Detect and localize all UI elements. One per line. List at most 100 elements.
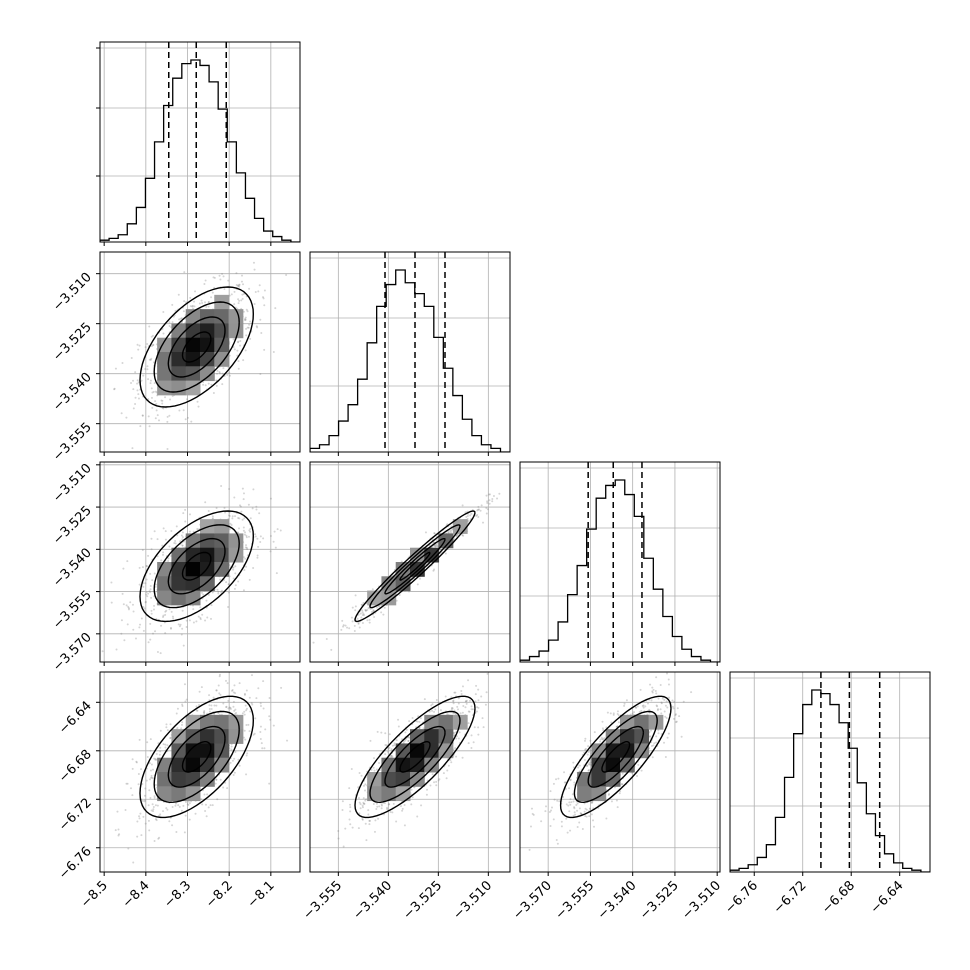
sample-point [143,800,146,803]
sample-point [141,414,144,417]
axes-frame-2-0 [99,461,301,663]
sample-point [141,549,144,552]
sample-point [204,810,207,813]
sample-point [439,709,442,712]
sample-point [227,699,230,702]
sample-point [210,617,213,620]
sample-point [378,605,381,608]
sample-point [240,510,243,513]
sample-point [207,382,210,385]
density-cell [410,757,425,773]
density-cell [214,547,230,563]
sample-point [469,699,472,702]
sample-point [219,278,222,281]
density-cell [381,786,397,802]
sample-point [240,299,243,302]
sample-point [460,690,463,693]
sample-point [488,493,491,496]
density-cell [395,562,411,577]
sample-point [204,619,207,622]
sample-point [548,810,551,813]
contour-line [153,710,240,804]
contour-line [167,725,226,788]
sample-point [411,717,414,720]
sample-point [141,783,144,786]
sample-point [371,588,374,591]
sample-point [140,834,143,837]
sample-point [138,583,141,586]
sample-point [245,546,248,549]
sample-point [222,275,225,278]
sample-point [220,485,223,488]
sample-point [206,616,209,619]
sample-point [388,803,391,806]
density-cell [214,309,230,324]
sample-point [378,761,381,764]
sample-point [364,799,367,802]
sample-point [166,420,169,423]
sample-point [243,710,246,713]
sample-point [242,526,245,529]
sample-point [657,729,660,732]
sample-point [137,381,140,384]
sample-point [260,331,263,334]
sample-point [372,766,375,769]
sample-point [375,768,378,771]
sample-point [431,703,434,706]
sample-point [149,591,152,594]
sample-point [469,514,472,517]
sample-point [237,302,240,305]
sample-point [571,793,574,796]
sample-point [161,544,164,547]
sample-point [219,578,222,581]
sample-point [477,505,480,508]
sample-point [437,779,440,782]
sample-point [159,746,162,749]
sample-point [269,497,272,500]
sample-point [179,623,182,626]
sample-point [224,511,227,514]
sample-point [349,806,352,809]
sample-point [423,698,426,701]
sample-point [208,707,211,710]
sample-point [191,304,194,307]
sample-point [513,483,515,485]
sample-point [182,804,185,807]
sample-point [382,613,385,616]
sample-point [131,794,134,797]
sample-point [171,394,174,397]
sample-point [132,379,135,382]
sample-point [147,378,150,381]
sample-point [431,709,434,712]
sample-point [346,626,349,629]
sample-point [204,384,207,387]
sample-point [486,501,489,504]
density-cell [157,772,172,787]
sample-point [362,784,365,787]
sample-point [471,708,474,711]
sample-point [237,580,240,583]
sample-point [165,723,168,726]
sample-point [264,728,267,731]
sample-point [341,619,344,622]
sample-point [228,515,231,518]
sample-point [134,403,137,406]
sample-point [238,517,241,520]
sample-point [449,530,452,533]
sample-point [193,300,196,303]
sample-point [349,823,352,826]
sample-point [236,349,239,352]
sample-point [160,399,163,402]
sample-point [180,633,183,636]
sample-point [246,310,249,313]
axes-frame-1-1 [309,251,511,453]
sample-point [181,538,184,541]
sample-point [149,622,152,625]
sample-point [373,830,376,833]
sample-point [390,754,393,757]
density-cell [171,337,187,353]
sample-point [159,750,162,753]
sample-point [149,769,152,772]
sample-point [131,447,134,450]
sample-point [150,774,153,777]
